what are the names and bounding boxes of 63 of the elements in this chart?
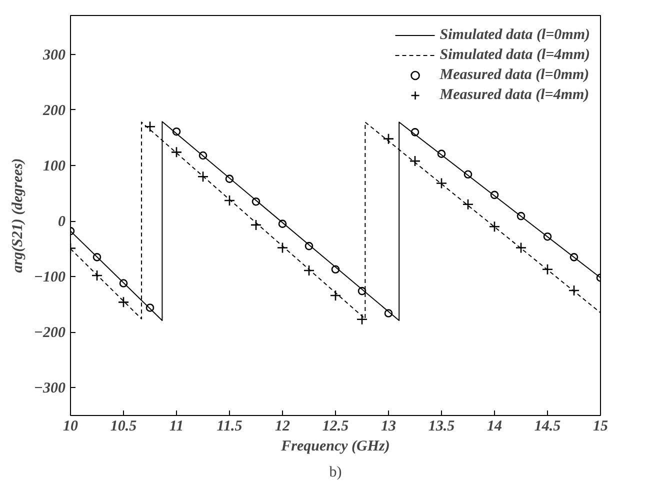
text: b) <box>329 464 342 480</box>
y-tick-label: −100 <box>34 270 66 286</box>
point <box>225 174 234 183</box>
x-axis-title: Frequency (GHz) <box>280 438 390 454</box>
x-tick-label: 10 <box>63 418 78 434</box>
legend-label: Simulated data (l=4mm) <box>440 46 590 64</box>
point <box>543 232 552 241</box>
point <box>356 314 368 326</box>
x-tick-label: 12.5 <box>322 418 350 434</box>
point <box>119 279 128 288</box>
point <box>436 178 448 189</box>
y-tick-label: −200 <box>34 325 66 342</box>
point <box>118 296 130 308</box>
point <box>92 253 102 262</box>
point <box>172 127 181 136</box>
x-tick-label: 10.5 <box>110 418 138 434</box>
x-tick-label: 13 <box>381 418 396 434</box>
point <box>464 170 472 179</box>
point <box>304 242 314 250</box>
point <box>568 284 580 296</box>
point <box>224 194 236 206</box>
x-tick-label: 11.5 <box>216 418 243 434</box>
y-tick-label: 300 <box>42 47 66 64</box>
point <box>278 220 287 228</box>
legend-label: Simulated data (l=0mm) <box>440 26 590 44</box>
y-tick-label: 0 <box>58 214 66 230</box>
point <box>170 146 182 158</box>
point <box>570 253 578 262</box>
point <box>382 133 394 144</box>
point <box>91 270 103 282</box>
point <box>144 120 156 132</box>
point <box>252 197 260 206</box>
point <box>410 128 420 136</box>
x-tick-label: 14.5 <box>534 418 562 434</box>
y-tick-label: 100 <box>43 158 66 174</box>
point <box>437 150 446 158</box>
point <box>146 304 154 312</box>
x-tick-label: 14 <box>487 418 502 434</box>
x-tick-label: 11 <box>169 418 184 434</box>
point <box>516 212 526 220</box>
y-tick-label: −300 <box>34 380 66 397</box>
point <box>515 242 527 254</box>
point <box>488 220 500 232</box>
point <box>542 264 554 276</box>
legend-label: Measured data (l=4mm) <box>440 86 590 104</box>
x-tick-label: 12 <box>275 418 290 434</box>
y-tick-label: 200 <box>42 102 66 119</box>
point <box>250 219 262 231</box>
point <box>384 309 393 318</box>
point <box>330 290 342 302</box>
point <box>409 155 421 167</box>
point <box>303 264 315 276</box>
point <box>462 198 474 210</box>
legend-label: Measured data (l=0mm) <box>440 66 590 84</box>
point <box>197 170 209 182</box>
point <box>198 151 208 160</box>
x-tick-label: 13.5 <box>428 418 456 434</box>
y-axis-title: arg(S21) (degrees) <box>10 158 26 273</box>
point <box>358 286 366 296</box>
point <box>276 242 288 254</box>
point <box>490 190 499 200</box>
point <box>331 265 340 274</box>
x-tick-label: 15 <box>593 418 608 434</box>
